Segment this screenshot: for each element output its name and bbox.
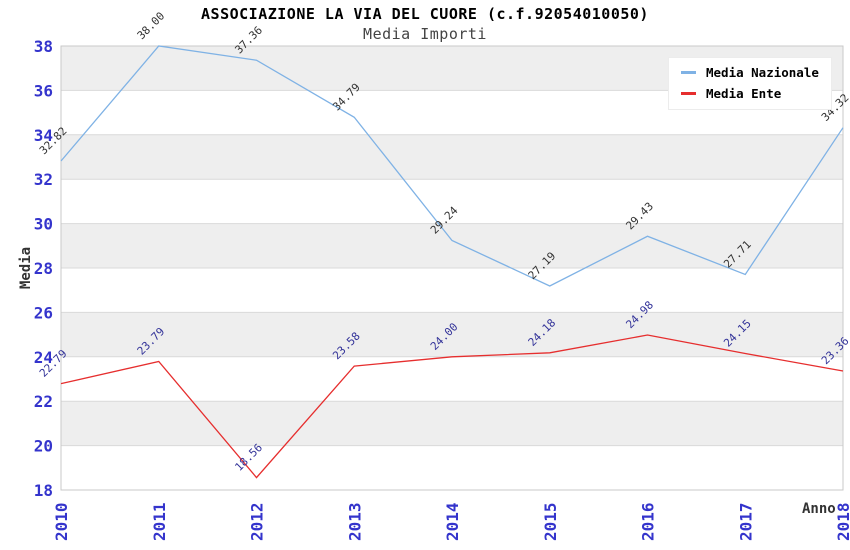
x-tick-label: 2016 xyxy=(639,502,658,541)
chart-title: ASSOCIAZIONE LA VIA DEL CUORE (c.f.92054… xyxy=(201,5,649,23)
media-nazionale-swatch-icon xyxy=(681,71,696,74)
plot-band xyxy=(61,312,843,357)
y-tick-label: 24 xyxy=(34,348,53,367)
legend-label: Media Nazionale xyxy=(706,65,819,80)
x-tick-label: 2011 xyxy=(150,502,169,541)
legend-item-media-nazionale: Media Nazionale xyxy=(681,65,819,80)
plot-band xyxy=(61,179,843,224)
series-line-media-ente xyxy=(60,334,844,479)
x-tick-label: 2012 xyxy=(248,502,267,541)
plot-band xyxy=(61,445,843,490)
legend-item-media-ente: Media Ente xyxy=(681,86,819,101)
chart-subtitle: Media Importi xyxy=(363,25,487,43)
y-tick-label: 30 xyxy=(34,215,53,234)
y-tick-label: 32 xyxy=(34,170,53,189)
data-label-media-nazionale: 38.00 xyxy=(135,10,168,43)
y-tick-label: 28 xyxy=(34,259,53,278)
plot-band xyxy=(61,223,843,268)
y-axis-title: Media xyxy=(18,246,34,290)
x-axis-title: Anno xyxy=(802,501,836,517)
x-tick-label: 2015 xyxy=(541,502,560,541)
y-tick-label: 34 xyxy=(34,126,53,145)
media-ente-swatch-icon xyxy=(681,92,696,95)
y-tick-label: 36 xyxy=(34,81,53,100)
x-tick-label: 2010 xyxy=(52,502,71,541)
x-tick-label: 2018 xyxy=(834,502,850,541)
y-tick-label: 20 xyxy=(34,437,53,456)
y-tick-label: 38 xyxy=(34,37,53,56)
y-tick-label: 26 xyxy=(34,303,53,322)
y-tick-label: 18 xyxy=(34,481,53,500)
plot-band xyxy=(61,401,843,446)
x-tick-label: 2013 xyxy=(345,502,364,541)
plot-band xyxy=(61,356,843,402)
y-tick-label: 22 xyxy=(34,392,53,411)
legend-label: Media Ente xyxy=(706,86,782,101)
x-tick-label: 2014 xyxy=(443,502,462,541)
plot-band xyxy=(61,134,843,180)
x-tick-label: 2017 xyxy=(736,502,755,541)
plot-border xyxy=(60,45,844,491)
series-line-media-nazionale xyxy=(60,45,844,287)
legend: Media Nazionale Media Ente xyxy=(668,57,832,110)
plot-band xyxy=(61,268,843,313)
